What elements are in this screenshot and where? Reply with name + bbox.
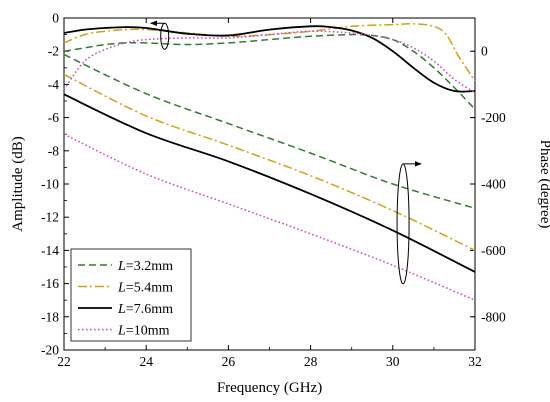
phase-line-series-1 — [63, 73, 476, 252]
y-tick-label: -8 — [48, 143, 59, 158]
y2-tick-label: -400 — [481, 177, 506, 192]
y2-tick-label: -800 — [481, 309, 506, 324]
y-tick-label: -2 — [48, 44, 59, 59]
legend-value: =3.2mm — [126, 259, 173, 274]
y-tick-label: -12 — [41, 210, 59, 225]
x-axis-title: Frequency (GHz) — [217, 380, 322, 396]
legend-symbol: L — [117, 324, 126, 339]
x-tick-label: 24 — [139, 354, 153, 369]
y-tick-label: -14 — [41, 243, 59, 258]
legend-symbol: L — [117, 302, 126, 317]
amplitude-line-series-2 — [63, 25, 476, 93]
series-layer — [63, 22, 476, 301]
x-tick-label: 30 — [386, 354, 400, 369]
amplitude-line-series-0 — [63, 33, 476, 110]
legend-label-2: L=7.6mm — [117, 302, 173, 317]
legend-label-3: L=10mm — [117, 324, 170, 339]
y-tick-label: -4 — [48, 77, 59, 92]
legend-value: =5.4mm — [126, 281, 173, 296]
legend-value: =7.6mm — [126, 302, 173, 317]
y2-axis-title: Phase (degree) — [537, 140, 550, 229]
y-tick-label: -10 — [41, 177, 59, 192]
y2-tick-label: -600 — [481, 243, 506, 258]
y-tick-label: -18 — [41, 309, 59, 324]
y-tick-label: 0 — [52, 11, 59, 26]
x-tick-label: 28 — [304, 354, 318, 369]
y2-tick-label: -200 — [481, 110, 506, 125]
legend-label-0: L=3.2mm — [117, 259, 173, 274]
x-tick-label: 22 — [57, 354, 71, 369]
amplitude-line-series-3 — [63, 30, 476, 94]
legend-symbol: L — [117, 259, 126, 274]
legend-symbol: L — [117, 281, 126, 296]
y-axis-title: Amplitude (dB) — [10, 136, 26, 231]
legend-label-1: L=5.4mm — [117, 281, 173, 296]
y-tick-label: -16 — [41, 276, 59, 291]
y-tick-label: -20 — [41, 343, 59, 358]
ticks-layer: 22 24 26 28 30 320-2-4-6-8-10-12-14-16-18-200… — [41, 11, 506, 370]
annotation-layer — [149, 20, 422, 285]
legend-value: =10mm — [126, 324, 170, 339]
y2-tick-label: 0 — [481, 44, 488, 59]
phase-line-series-2 — [63, 93, 476, 273]
x-tick-label: 32 — [468, 354, 482, 369]
y-tick-label: -6 — [48, 110, 59, 125]
phase-line-series-0 — [63, 53, 476, 209]
x-tick-label: 26 — [222, 354, 236, 369]
